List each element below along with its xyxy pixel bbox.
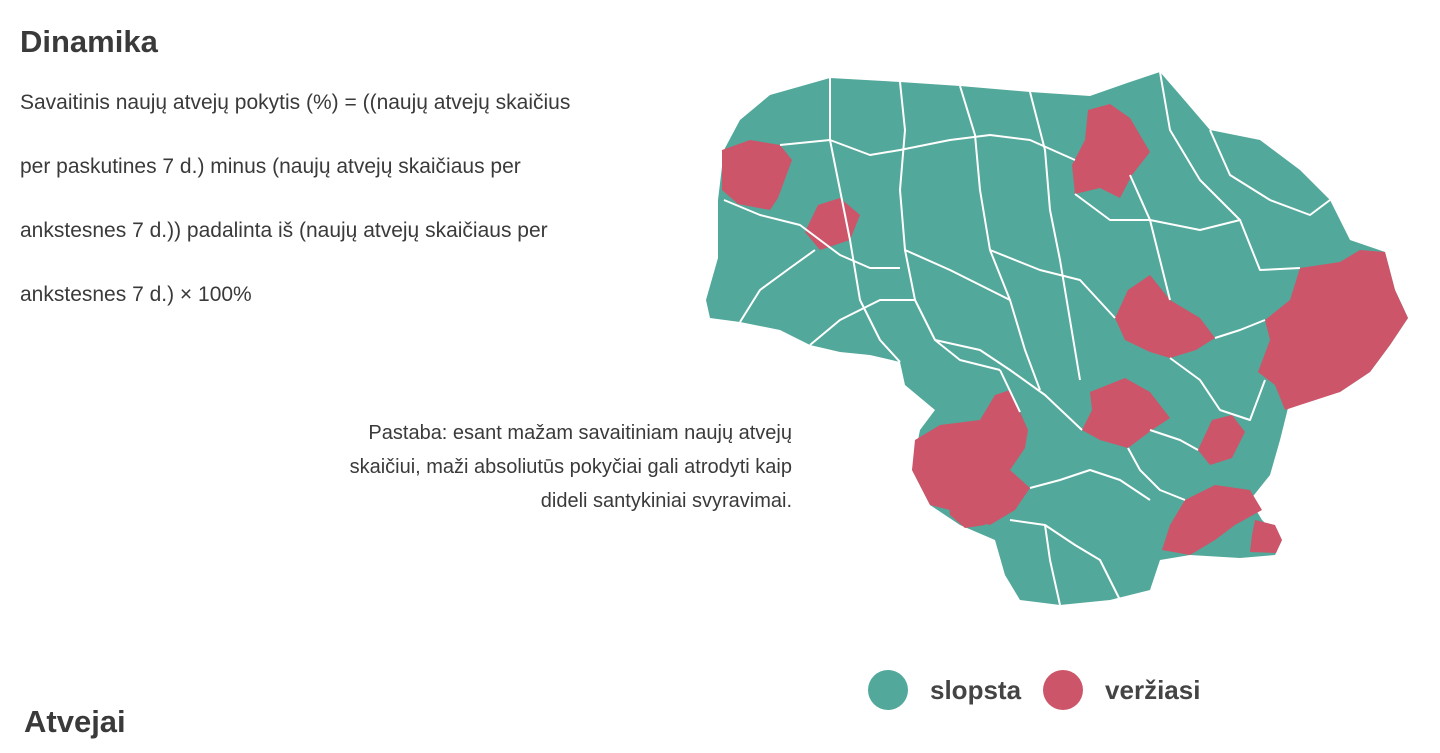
note-text: Pastaba: esant mažam savaitiniam naujų a… <box>220 416 792 518</box>
formula-text: Savaitinis naujų atvejų pokytis (%) = ((… <box>20 84 700 340</box>
region-rising <box>1250 520 1282 553</box>
region-rising <box>1072 104 1150 198</box>
note-line: Pastaba: esant mažam savaitiniam naujų a… <box>368 422 792 444</box>
region-rising <box>948 488 995 528</box>
legend-label: veržiasi <box>1105 674 1201 705</box>
formula-line: ankstesnes 7 d.) × 100% <box>20 283 252 306</box>
region-rising <box>1258 250 1408 410</box>
section-title-dynamics: Dinamika <box>20 24 158 59</box>
lithuania-municipality-map <box>706 71 1408 606</box>
note-line: skaičiui, maži absoliutūs pokyčiai gali … <box>349 456 792 478</box>
note-line: dideli santykiniai svyravimai. <box>540 490 792 512</box>
region-rising <box>722 140 792 210</box>
formula-line: Savaitinis naujų atvejų pokytis (%) = ((… <box>20 91 571 114</box>
region-rising <box>1198 415 1245 465</box>
legend-item-rising: veržiasi <box>1043 670 1200 710</box>
map-legend: slopsta veržiasi <box>868 668 1222 712</box>
section-title-cases: Atvejai <box>24 704 126 739</box>
region-rising <box>912 390 1030 525</box>
region-rising <box>1115 275 1215 358</box>
formula-line: per paskutines 7 d.) minus (naujų atvejų… <box>20 155 521 178</box>
country-shape <box>706 72 1408 605</box>
municipality-borders <box>723 71 1331 606</box>
formula-line: ankstesnes 7 d.)) padalinta iš (naujų at… <box>20 219 548 242</box>
legend-dot-rising <box>1043 670 1084 710</box>
region-rising <box>1082 378 1170 448</box>
legend-dot-declining <box>868 670 908 710</box>
region-rising <box>1162 485 1262 555</box>
legend-label: slopsta <box>930 674 1022 705</box>
legend-item-declining: slopsta <box>868 670 1021 710</box>
region-rising <box>805 198 860 250</box>
